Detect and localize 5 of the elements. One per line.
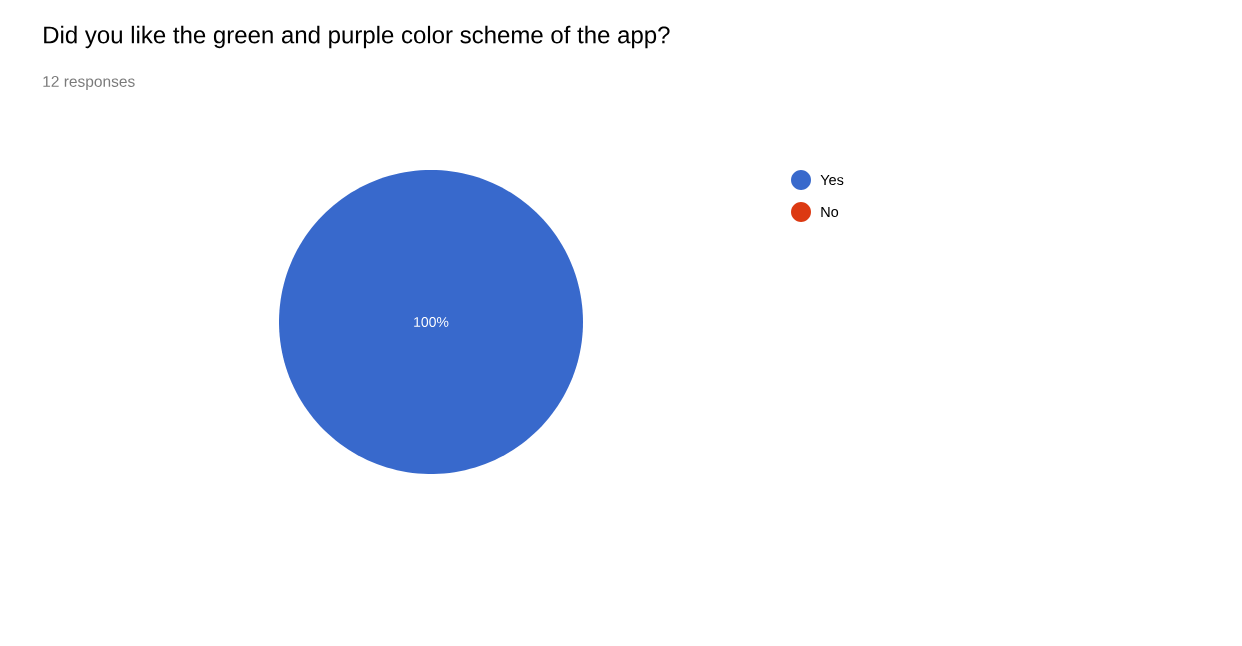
legend-label: Yes	[820, 174, 844, 186]
legend-label: No	[821, 206, 839, 218]
text: 12 responses	[43, 75, 135, 91]
chart-title: Did you like the green and purple color scheme of the app?	[44, 25, 670, 49]
data-label: 100%	[414, 317, 449, 327]
